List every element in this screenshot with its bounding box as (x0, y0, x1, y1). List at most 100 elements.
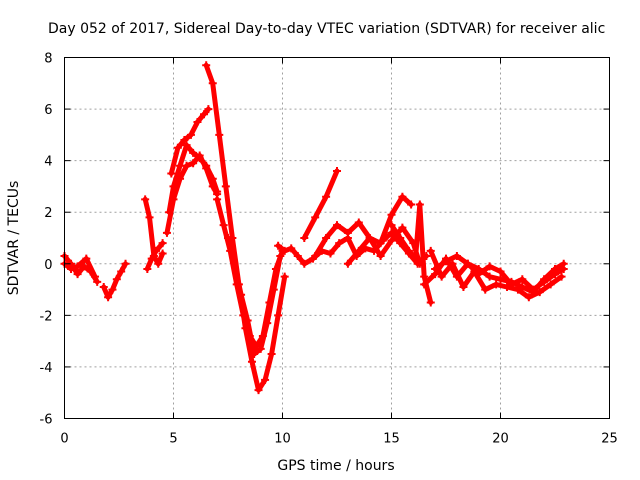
data-point (354, 246, 363, 255)
data-point (407, 200, 416, 209)
data-point (396, 234, 405, 242)
data-point (300, 234, 309, 242)
data-point (387, 210, 396, 219)
data-point (224, 234, 232, 242)
data-point (247, 357, 256, 366)
data-point (485, 272, 494, 281)
x-axis-label: GPS time / hours (277, 458, 394, 474)
data-point (376, 252, 385, 261)
data-point (208, 79, 217, 88)
x-tick-label: 5 (169, 432, 177, 447)
y-tick-label: -4 (40, 361, 53, 376)
series-track-15 (345, 225, 423, 267)
series-layer (60, 61, 568, 395)
data-point (496, 275, 505, 284)
data-point (398, 223, 407, 232)
data-point (200, 110, 209, 119)
plot-frame (64, 57, 610, 419)
data-point (322, 234, 331, 242)
y-axis-label: SDTVAR / TECUs (6, 181, 22, 296)
data-point (322, 192, 331, 201)
data-point (162, 228, 171, 237)
data-point (404, 246, 413, 255)
data-point (189, 148, 198, 157)
y-tick-label: 0 (44, 258, 52, 273)
data-point (492, 280, 501, 289)
y-tick-label: 6 (44, 103, 52, 118)
data-point (93, 277, 102, 286)
data-point (459, 282, 468, 291)
data-point (243, 316, 252, 325)
data-point (143, 264, 152, 273)
data-point (387, 236, 396, 245)
data-point (452, 252, 461, 261)
y-tick-label: 8 (44, 52, 52, 67)
data-point (420, 280, 429, 289)
x-tick-label: 0 (60, 432, 68, 447)
data-point (104, 293, 113, 302)
data-point (365, 234, 374, 242)
tick-layer: 0 5 10 15 20 25 -6 -4 -2 0 2 4 6 8 (40, 52, 618, 447)
x-tick-label: 25 (601, 432, 618, 447)
x-tick-label: 10 (274, 432, 291, 447)
series-track-14 (312, 194, 414, 259)
data-point (474, 264, 483, 273)
data-point (287, 244, 296, 253)
data-point (167, 169, 176, 178)
data-point (154, 259, 163, 268)
x-tick-label: 15 (383, 432, 400, 447)
data-point (215, 130, 224, 139)
data-point (276, 252, 285, 261)
data-point (529, 288, 538, 297)
data-point (333, 221, 341, 230)
data-point (82, 254, 91, 263)
data-point (485, 262, 494, 271)
data-point (73, 270, 82, 279)
data-point (186, 130, 195, 139)
data-point (431, 264, 440, 273)
data-point (237, 290, 246, 299)
data-point (415, 200, 424, 209)
series-track-3 (101, 261, 128, 300)
data-point (254, 386, 263, 395)
data-point (540, 275, 549, 284)
data-point (180, 136, 189, 145)
data-point (256, 344, 265, 353)
x-tick-label: 20 (492, 432, 509, 447)
data-point (176, 174, 185, 183)
data-point (182, 161, 191, 170)
data-point (507, 277, 516, 286)
data-point (333, 166, 341, 175)
data-point (343, 228, 352, 237)
data-point (141, 195, 150, 204)
data-point (448, 259, 457, 268)
data-point (300, 259, 309, 268)
data-point (99, 282, 108, 291)
data-point (343, 259, 352, 268)
data-point (524, 293, 533, 302)
data-point (121, 259, 130, 268)
data-point (426, 298, 435, 307)
data-point (158, 239, 167, 248)
data-point (335, 239, 344, 248)
y-tick-label: 4 (44, 155, 52, 170)
data-point (274, 241, 283, 250)
data-point (398, 192, 407, 201)
data-point (202, 164, 211, 173)
data-point (208, 182, 217, 191)
data-point (221, 182, 230, 191)
data-point (173, 143, 182, 152)
data-point (311, 213, 320, 222)
data-point (230, 259, 239, 268)
data-point (152, 246, 161, 255)
data-point (269, 285, 278, 294)
data-point (354, 218, 363, 227)
data-point (147, 254, 156, 263)
data-point (426, 246, 435, 255)
data-point (280, 272, 289, 281)
data-point (326, 249, 335, 258)
data-point (91, 272, 100, 281)
data-point (551, 264, 559, 273)
data-point (108, 285, 117, 294)
data-point (213, 195, 222, 204)
